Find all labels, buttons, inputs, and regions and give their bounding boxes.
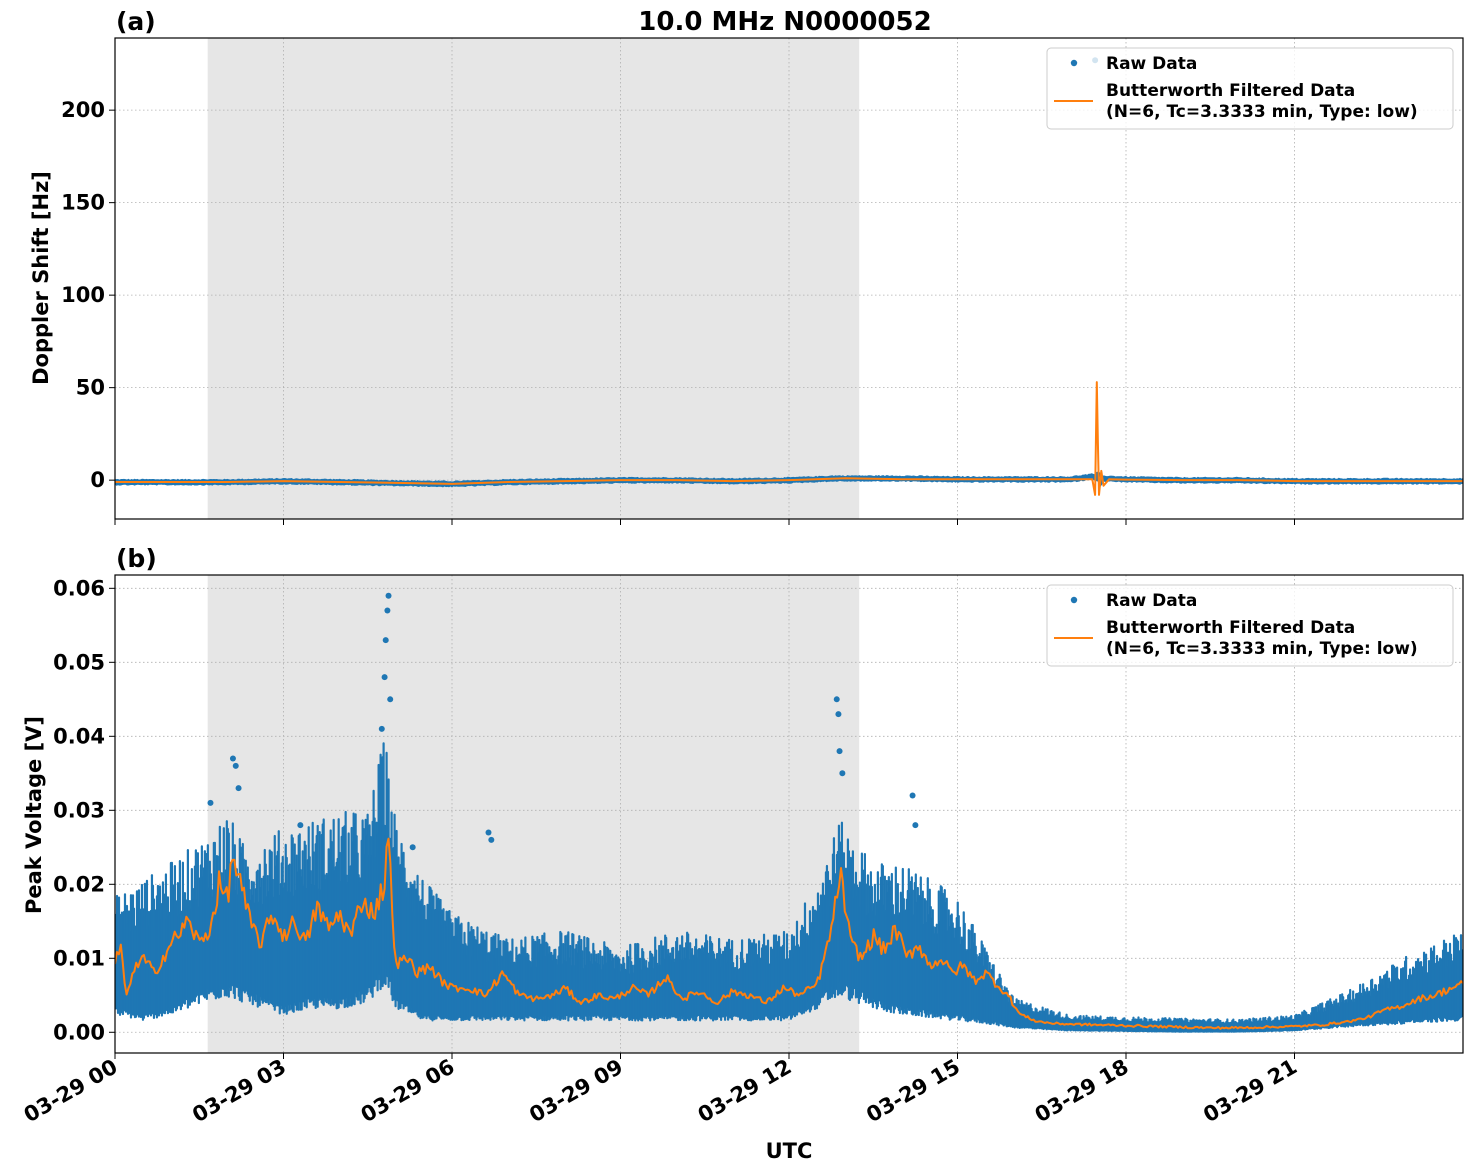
raw-data-point	[835, 711, 842, 718]
figure-title: 10.0 MHz N0000052	[638, 7, 931, 37]
panel-a-night-shading	[207, 38, 860, 519]
raw-data-point	[384, 607, 391, 614]
panel-a-x-axis	[114, 519, 1295, 525]
y-tick-label: 100	[61, 283, 105, 307]
raw-data-point	[485, 829, 492, 836]
raw-data-point	[836, 748, 843, 755]
legend-filtered-params: (N=6, Tc=3.3333 min, Type: low)	[1106, 102, 1418, 122]
legend-raw-label: Raw Data	[1106, 54, 1197, 74]
x-axis-label: UTC	[766, 1139, 813, 1163]
raw-data-point	[229, 755, 236, 762]
x-tick-label: 03-29 06	[357, 1055, 459, 1128]
y-tick-label: 50	[76, 376, 105, 400]
y-tick-label: 0.06	[53, 576, 105, 600]
x-tick-label: 03-29 15	[862, 1055, 964, 1128]
x-tick-label: 03-29 21	[1199, 1055, 1301, 1128]
raw-data-point	[385, 592, 392, 599]
raw-data-point	[488, 836, 495, 843]
panel-b-y-axis: 0.00 0.01 0.02 0.03 0.04 0.05 0.06	[53, 576, 115, 1044]
y-tick-label: 0.05	[53, 650, 105, 674]
x-tick-label: 03-29 18	[1031, 1055, 1133, 1128]
raw-data-point	[912, 822, 919, 829]
panel-a-label: (a)	[116, 7, 156, 36]
y-tick-label: 0.00	[53, 1020, 105, 1044]
y-tick-label: 0	[90, 468, 105, 492]
y-tick-label: 0.02	[53, 872, 105, 896]
x-tick-label: 03-29 12	[694, 1055, 796, 1128]
panel-a-y-axis-label: Doppler Shift [Hz]	[29, 171, 53, 385]
panel-b-legend: Raw Data Butterworth Filtered Data (N=6,…	[1046, 584, 1454, 667]
y-tick-label: 200	[61, 98, 105, 122]
panel-b-peak-voltage: (b) 0.00 0.01 0.02 0.03 0.04 0.05 0.06 03-29 0…	[20, 544, 1464, 1127]
raw-data-point	[207, 799, 214, 806]
raw-data-point	[232, 762, 239, 769]
x-tick-label: 03-29 09	[525, 1055, 627, 1128]
panel-b-label: (b)	[116, 544, 157, 573]
y-tick-label: 0.01	[53, 946, 105, 970]
legend-filtered-label: Butterworth Filtered Data	[1106, 618, 1355, 638]
panel-a-filtered-data	[115, 381, 1463, 496]
filtered-data-line	[115, 837, 1463, 1030]
panel-a-doppler: (a) 0 50 100 150 200 Doppler Shift [Hz] Raw …	[29, 7, 1464, 525]
raw-data-point	[381, 674, 388, 681]
y-tick-label: 150	[61, 191, 105, 215]
legend-filtered-params: (N=6, Tc=3.3333 min, Type: low)	[1106, 639, 1418, 659]
raw-data-point	[387, 696, 394, 703]
filtered-data-line	[115, 381, 1463, 496]
raw-data-point	[839, 770, 846, 777]
x-tick-label: 03-29 03	[188, 1055, 290, 1128]
raw-data-point	[833, 696, 840, 703]
legend-raw-marker	[1070, 596, 1078, 604]
y-tick-label: 0.03	[53, 798, 105, 822]
raw-data-point	[909, 792, 916, 799]
legend-filtered-label: Butterworth Filtered Data	[1106, 81, 1355, 101]
panel-a-y-axis: 0 50 100 150 200	[61, 98, 115, 492]
legend-raw-label: Raw Data	[1106, 591, 1197, 611]
panel-b-y-axis-label: Peak Voltage [V]	[22, 716, 46, 914]
legend-raw-marker	[1070, 59, 1078, 67]
panel-b-filtered-data	[115, 837, 1463, 1030]
raw-data-point	[382, 637, 389, 644]
raw-data-point	[378, 725, 385, 732]
raw-data-point	[297, 822, 304, 829]
panel-b-x-axis: 03-29 00 03-29 03 03-29 06 03-29 09 03-29 12…	[20, 1053, 1301, 1127]
raw-data-point	[235, 785, 242, 792]
y-tick-label: 0.04	[53, 724, 105, 748]
panel-a-legend: Raw Data Butterworth Filtered Data (N=6,…	[1046, 47, 1454, 130]
raw-data-point	[409, 844, 416, 851]
x-tick-label: 03-29 00	[20, 1055, 122, 1128]
